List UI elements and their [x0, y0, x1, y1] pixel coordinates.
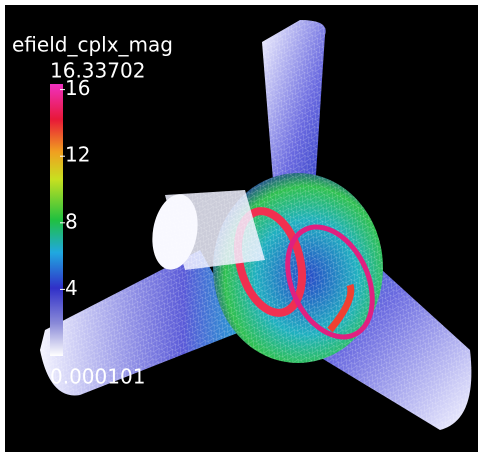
color-bar — [50, 84, 63, 356]
tick-label: 8 — [65, 209, 78, 233]
visualization-view: efield_cplx_mag 16.33702 0.000101 481216 — [0, 0, 483, 457]
tick-label: 4 — [65, 276, 78, 300]
legend-title: efield_cplx_mag — [12, 33, 173, 57]
tick-label: 16 — [65, 76, 90, 100]
legend-min-label: 0.000101 — [50, 365, 145, 389]
tick-label: 12 — [65, 143, 90, 167]
